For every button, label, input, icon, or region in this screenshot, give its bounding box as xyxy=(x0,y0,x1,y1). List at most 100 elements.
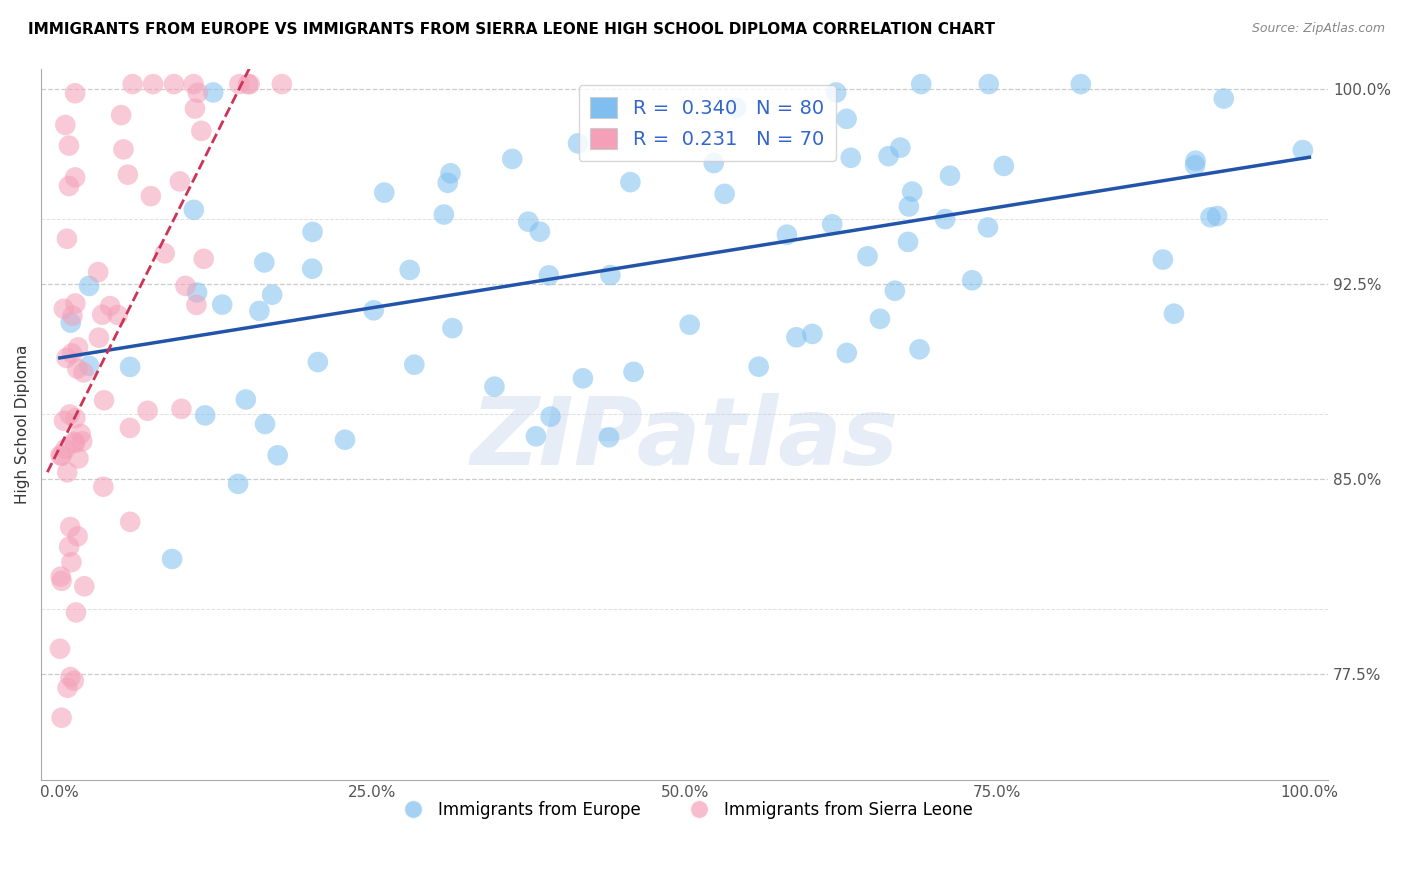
Point xyxy=(835,346,858,360)
Point xyxy=(186,285,208,300)
Point xyxy=(821,217,844,231)
Point xyxy=(239,77,262,91)
Point xyxy=(253,417,276,431)
Point xyxy=(142,77,165,91)
Point xyxy=(1206,209,1229,223)
Point xyxy=(87,331,110,345)
Point xyxy=(598,430,620,444)
Point xyxy=(484,379,506,393)
Point xyxy=(785,330,807,344)
Point xyxy=(1070,77,1092,91)
Point xyxy=(825,86,848,100)
Point xyxy=(433,207,456,221)
Point xyxy=(56,681,79,695)
Point xyxy=(69,426,91,441)
Point xyxy=(59,408,82,422)
Point xyxy=(77,279,100,293)
Point xyxy=(65,296,87,310)
Point xyxy=(235,392,257,407)
Point xyxy=(599,268,621,282)
Point xyxy=(51,449,73,463)
Point xyxy=(977,220,1000,235)
Point xyxy=(524,429,547,443)
Point xyxy=(910,77,932,91)
Point xyxy=(55,442,77,456)
Point xyxy=(529,225,551,239)
Point xyxy=(194,409,217,423)
Point xyxy=(121,77,143,91)
Point xyxy=(977,77,1000,91)
Point xyxy=(567,136,589,151)
Point xyxy=(572,371,595,385)
Point xyxy=(66,361,89,376)
Point xyxy=(901,185,924,199)
Point xyxy=(1163,307,1185,321)
Point xyxy=(112,142,135,156)
Point xyxy=(889,140,911,154)
Point xyxy=(960,273,983,287)
Point xyxy=(270,77,292,91)
Point xyxy=(725,101,748,115)
Point xyxy=(63,436,86,450)
Point xyxy=(73,579,96,593)
Point xyxy=(1292,143,1315,157)
Point xyxy=(939,169,962,183)
Point xyxy=(226,476,249,491)
Point xyxy=(139,189,162,203)
Point xyxy=(153,246,176,260)
Point xyxy=(703,156,725,170)
Point xyxy=(1199,211,1222,225)
Point xyxy=(869,311,891,326)
Point xyxy=(253,255,276,269)
Point xyxy=(66,529,89,543)
Point xyxy=(87,265,110,279)
Point xyxy=(63,87,86,101)
Point xyxy=(908,343,931,357)
Point xyxy=(59,316,82,330)
Point xyxy=(118,359,141,374)
Point xyxy=(136,403,159,417)
Point xyxy=(247,304,270,318)
Point xyxy=(72,434,94,449)
Point xyxy=(170,401,193,416)
Point xyxy=(373,186,395,200)
Point xyxy=(801,326,824,341)
Point xyxy=(63,434,86,449)
Point xyxy=(856,249,879,263)
Text: IMMIGRANTS FROM EUROPE VS IMMIGRANTS FROM SIERRA LEONE HIGH SCHOOL DIPLOMA CORRE: IMMIGRANTS FROM EUROPE VS IMMIGRANTS FRO… xyxy=(28,22,995,37)
Point xyxy=(93,480,115,494)
Point xyxy=(98,299,121,313)
Point xyxy=(169,174,191,188)
Point xyxy=(52,301,75,316)
Point xyxy=(67,340,90,354)
Point xyxy=(93,393,115,408)
Point xyxy=(679,318,702,332)
Point xyxy=(776,227,799,242)
Point xyxy=(163,77,186,91)
Y-axis label: High School Diploma: High School Diploma xyxy=(15,344,30,504)
Point xyxy=(72,365,94,379)
Point xyxy=(307,355,329,369)
Point xyxy=(53,118,76,132)
Point xyxy=(262,287,284,301)
Point xyxy=(49,448,72,462)
Point xyxy=(63,673,86,688)
Point xyxy=(117,168,139,182)
Point xyxy=(60,346,83,360)
Point xyxy=(236,77,259,91)
Point xyxy=(1184,158,1206,172)
Point xyxy=(65,411,87,425)
Point xyxy=(193,252,215,266)
Point xyxy=(91,308,114,322)
Point xyxy=(63,170,86,185)
Point xyxy=(65,606,87,620)
Point xyxy=(56,232,79,246)
Point xyxy=(441,321,464,335)
Point xyxy=(333,433,356,447)
Point xyxy=(501,152,523,166)
Point xyxy=(174,279,197,293)
Point xyxy=(77,359,100,373)
Point xyxy=(58,540,80,554)
Point xyxy=(713,186,735,201)
Point xyxy=(190,124,212,138)
